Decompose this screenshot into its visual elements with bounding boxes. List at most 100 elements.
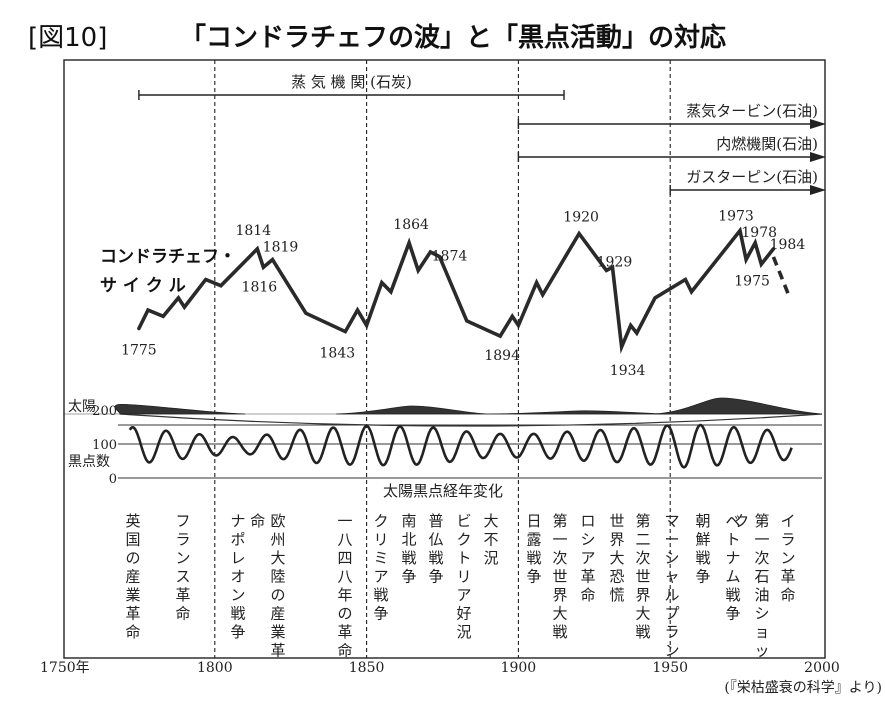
event-char-0-2: の: [125, 549, 140, 567]
event-12: ロシア革命ロシア革命: [580, 512, 595, 604]
event-char-1-0: フ: [175, 512, 190, 530]
event-char-1-5: 命: [175, 605, 190, 623]
historical-events: 英国の産業革命英国の産業革命フランス革命フランス革命ナポレオン戦争ナポレオン戦争…: [125, 512, 795, 660]
event-char-8-2: ト: [456, 549, 471, 567]
event-char-2-0: ナ: [230, 512, 245, 530]
event-char-5-3: ア: [373, 568, 388, 586]
source-note: (『栄枯盛衰の科学』より): [724, 679, 882, 696]
event-char-1-4: 革: [175, 586, 190, 604]
year-axis: 1750年 1800 1850 1900 1950 2000: [40, 660, 840, 676]
event-char-8-4: ア: [456, 586, 471, 604]
event-char-7-2: 戦: [428, 549, 443, 567]
event-char-8-1: ク: [456, 531, 471, 549]
cycle-year-label-1814: 1814: [235, 223, 271, 239]
event-11: 第一次世界大戦第一次世界大戦: [552, 512, 567, 641]
event-char-1-3: ス: [175, 568, 190, 586]
event-char-4-3: 八: [337, 568, 352, 586]
event-char-19-2: ン: [780, 549, 795, 567]
cycle-year-label-1874: 1874: [432, 249, 468, 265]
event-char-10-3: 争: [526, 568, 541, 586]
event-char-14-3: 世: [635, 568, 650, 586]
cycle-year-label-1984: 1984: [770, 237, 806, 253]
event-char-14-4: 界: [635, 586, 650, 604]
event-char-12-2: ア: [580, 549, 595, 567]
event-char-15-3: ャ: [664, 568, 679, 586]
event-char-4-6: 革: [337, 623, 352, 641]
sun-bump-1: [336, 405, 489, 415]
cycle-year-label-1934: 1934: [610, 363, 646, 379]
axis-tick-1950: 1950: [652, 660, 688, 676]
event-char-4-7: 命: [337, 642, 352, 660]
event-char-11-3: 世: [552, 568, 567, 586]
event-14: 第二次世界大戦第二次世界大戦: [635, 512, 650, 641]
event-15: マーシャルプランマーシャルプラン: [664, 512, 679, 660]
event-char-18-0: 第: [754, 512, 769, 530]
event-17: ベトナム戦争ベトナム戦争: [725, 512, 740, 623]
event-char-18-6: ョ: [754, 623, 769, 641]
event-char-7-0: 普: [428, 512, 443, 530]
event-1: フランス革命フランス革命: [175, 512, 190, 623]
cycle-year-label-1929: 1929: [597, 254, 633, 270]
event-char-17-2: ナ: [725, 549, 740, 567]
technology-bars: 蒸 気 機 関 (石炭) 蒸気タービン(石油) 内燃機関(石油) ガスターピン(石油): [138, 73, 826, 195]
cycle-label-line-2: サ イ ク ル: [100, 276, 186, 296]
axis-tick-1900: 1900: [501, 660, 537, 676]
event-char-17-3: ム: [725, 568, 740, 586]
event-char-10-0: 日: [526, 512, 541, 530]
event-char-8-6: 況: [456, 623, 471, 641]
event-char-12-4: 命: [580, 586, 595, 604]
sun-bump-0: [114, 403, 246, 415]
event-char-11-4: 界: [552, 586, 567, 604]
event-6: 南北戦争南北戦争: [401, 512, 416, 586]
axis-tick-1800: 1800: [197, 660, 233, 676]
event-0: 英国の産業革命英国の産業革命: [125, 512, 140, 641]
event-char-0-4: 業: [125, 586, 140, 604]
event-char-17-0: ベ: [725, 512, 740, 530]
event-char-16-1: 鮮: [695, 531, 710, 549]
tech-label-1: 蒸気タービン(石油): [686, 102, 818, 120]
event-char-16-0: 朝: [695, 512, 710, 530]
event-char-14-1: 二: [635, 531, 650, 549]
event-char-13-2: 大: [609, 549, 624, 567]
event-char-11-0: 第: [552, 512, 567, 530]
event-char-12-1: シ: [580, 531, 595, 549]
sunspot-caption: 太陽黒点経年変化: [383, 482, 503, 500]
event-char-11-6: 戦: [552, 623, 567, 641]
event-char-8-0: ビ: [456, 512, 471, 530]
event-char-5-5: 争: [373, 605, 388, 623]
event-char-15-2: シ: [664, 549, 679, 567]
event-char-15-5: プ: [664, 605, 679, 623]
event-16: 朝鮮戦争朝鮮戦争: [695, 512, 710, 586]
event-char-3-4: の: [270, 586, 285, 604]
event-char-3-3: 陸: [270, 568, 285, 586]
event-char-8-5: 好: [456, 605, 471, 623]
cycle-year-label-1978: 1978: [741, 225, 777, 241]
cycle-line: [137, 226, 776, 354]
event-char-4-2: 四: [337, 549, 352, 567]
tech-label-0: 蒸 気 機 関 (石炭): [291, 73, 412, 91]
event-char-16-2: 戦: [695, 549, 710, 567]
event-char-10-1: 露: [526, 531, 541, 549]
event-char-13-0: 世: [609, 512, 624, 530]
event-char-15-6: ラ: [664, 623, 679, 641]
event-char-4-1: 八: [337, 531, 352, 549]
event-char-17-4: 戦: [725, 586, 740, 604]
cycle-year-label-1775: 1775: [121, 343, 157, 359]
event-char-18-7: ッ: [754, 642, 769, 660]
event-char-6-3: 争: [401, 568, 416, 586]
event-char-6-2: 戦: [401, 549, 416, 567]
event-char-18-8: ク: [734, 512, 749, 530]
event-char-3-7: 革: [270, 642, 285, 660]
event-char-15-7: ン: [664, 642, 679, 660]
event-char-3-2: 大: [270, 549, 285, 567]
event-char-11-1: 一: [552, 531, 567, 549]
event-char-3-0: 欧: [270, 512, 285, 530]
tech-label-2: 内燃機関(石油): [716, 135, 818, 153]
event-char-0-1: 国: [125, 531, 140, 549]
axis-tick-1850: 1850: [349, 660, 385, 676]
event-char-3-6: 業: [270, 623, 285, 641]
event-char-13-4: 慌: [609, 586, 624, 604]
cycle-year-label-1843: 1843: [320, 346, 356, 362]
cycle-year-label-1819: 1819: [263, 240, 299, 256]
event-char-4-5: の: [337, 605, 352, 623]
